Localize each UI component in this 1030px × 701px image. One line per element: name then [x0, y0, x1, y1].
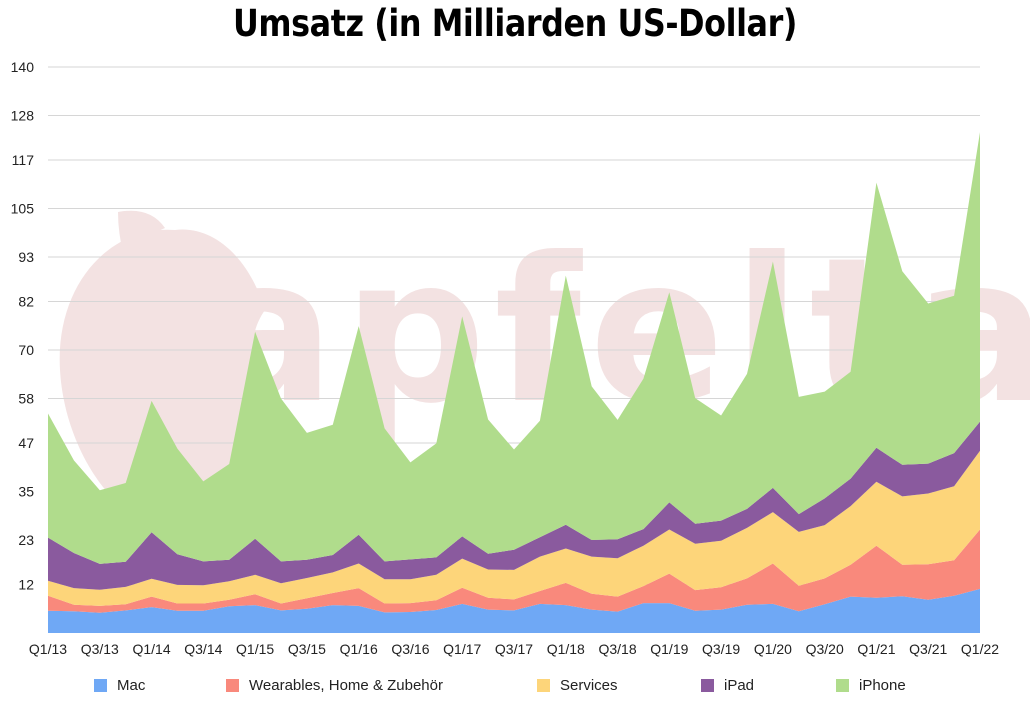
x-tick-label: Q1/20: [754, 641, 792, 657]
legend-label-mac: Mac: [117, 676, 146, 694]
legend-item-wearables: Wearables, Home & Zubehör: [226, 673, 443, 697]
x-tick-label: Q3/14: [184, 641, 222, 657]
x-tick-label: Q1/21: [857, 641, 895, 657]
area-ipad: [48, 421, 980, 590]
area-mac: [48, 588, 980, 633]
legend-swatch-ipad: [701, 678, 714, 692]
legend-item-mac: Mac: [94, 673, 145, 697]
y-tick-label: 105: [11, 201, 35, 217]
x-tick-label: Q3/13: [81, 641, 119, 657]
y-tick-label: 23: [18, 532, 34, 548]
x-tick-label: Q1/16: [340, 641, 378, 657]
x-tick-label: Q3/16: [391, 641, 429, 657]
legend-label-ipad: iPad: [724, 676, 755, 694]
y-tick-label: 47: [18, 435, 34, 451]
x-tick-label: Q1/17: [443, 641, 481, 657]
x-tick-label: Q1/22: [961, 641, 999, 657]
x-tick-label: Q3/15: [288, 641, 326, 657]
chart-title: Umsatz (in Milliarden US-Dollar): [233, 2, 797, 45]
x-tick-label: Q3/17: [495, 641, 533, 657]
legend-label-iphone: iPhone: [859, 676, 906, 694]
legend-label-wearables: Wearables, Home & Zubehör: [249, 676, 443, 694]
y-tick-label: 58: [18, 391, 34, 407]
y-tick-label: 117: [12, 152, 35, 168]
legend-item-ipad: iPad: [701, 673, 754, 697]
x-tick-label: Q1/18: [547, 641, 585, 657]
x-axis-ticks: Q1/13 Q3/13 Q1/14 Q3/14 Q1/15 Q3/15 Q1/16 Q3/16…: [29, 641, 999, 657]
legend-item-iphone: iPhone: [836, 673, 906, 697]
x-tick-label: Q1/15: [236, 641, 274, 657]
legend-swatch-wearables: [226, 678, 239, 692]
watermark-leaf-shape: [118, 210, 165, 270]
x-tick-label: Q3/21: [909, 641, 947, 657]
area-iphone: [48, 132, 980, 564]
y-tick-label: 82: [18, 293, 34, 309]
area-wearables: [48, 529, 980, 613]
x-tick-label: Q3/18: [598, 641, 636, 657]
legend-swatch-mac: [94, 678, 107, 692]
x-tick-label: Q3/19: [702, 641, 740, 657]
y-axis-ticks: 12 23 35 47 58 70 82 93 105 117 128 140: [11, 59, 35, 592]
legend-label-services: Services: [560, 676, 618, 694]
y-tick-label: 140: [11, 59, 35, 75]
legend-item-services: Services: [537, 673, 618, 697]
x-tick-label: Q1/14: [132, 641, 170, 657]
x-tick-label: Q3/20: [806, 641, 844, 657]
area-series: [48, 132, 980, 633]
legend-swatch-services: [537, 678, 550, 692]
y-tick-label: 12: [18, 576, 34, 592]
x-tick-label: Q1/19: [650, 641, 688, 657]
y-tick-label: 70: [18, 342, 34, 358]
y-tick-label: 93: [18, 249, 34, 265]
area-services: [48, 450, 980, 606]
legend-swatch-iphone: [836, 678, 849, 692]
y-tick-label: 35: [18, 484, 34, 500]
y-tick-label: 128: [11, 108, 35, 124]
x-tick-label: Q1/13: [29, 641, 67, 657]
chart-legend: Mac Wearables, Home & Zubehör Services i…: [0, 673, 1030, 697]
